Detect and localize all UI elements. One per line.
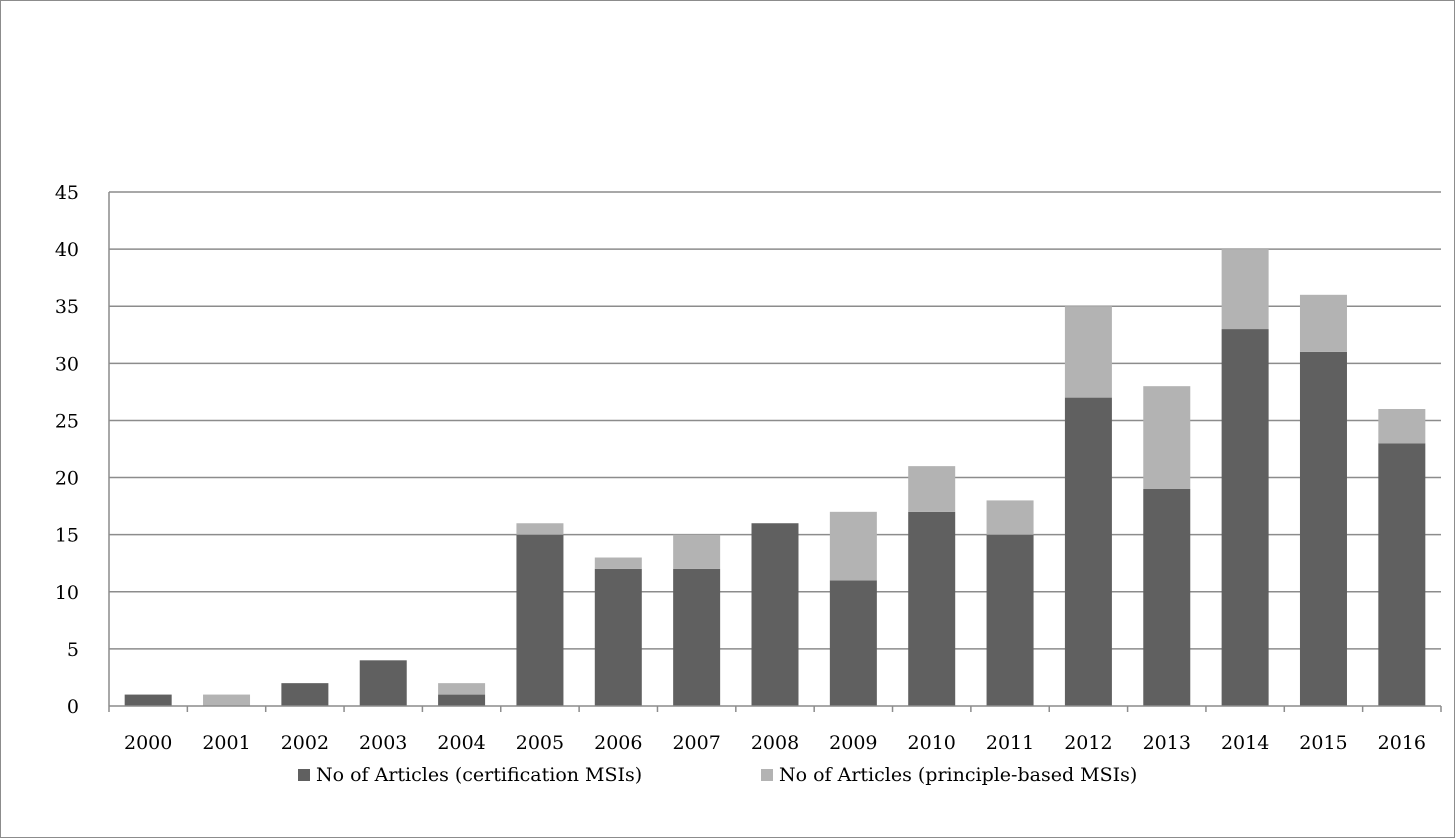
y-tick-label-45: 45 <box>55 182 79 204</box>
y-tick-label-0: 0 <box>67 696 79 718</box>
bars <box>124 249 1426 706</box>
bar-2008-series-1 <box>751 523 799 706</box>
bar-2013-series-2 <box>1143 386 1191 489</box>
x-tick-label-2007: 2007 <box>672 732 720 754</box>
x-tick-label-2012: 2012 <box>1064 732 1112 754</box>
legend-label-2: No of Articles (principle-based MSIs) <box>779 764 1137 786</box>
y-tick-label-30: 30 <box>55 353 79 375</box>
y-tick-label-5: 5 <box>67 639 79 661</box>
bar-2005-series-1 <box>516 534 564 706</box>
bar-2004-series-1 <box>438 694 486 706</box>
legend-swatch-1 <box>298 769 310 781</box>
x-tick-labels: 2000 2001 2002 2003 2004 2005 2006 2007 2008 2009… <box>124 732 1426 754</box>
bar-2014-series-2 <box>1221 249 1269 330</box>
bar-2013-series-1 <box>1143 488 1191 706</box>
bar-2016-series-2 <box>1378 409 1426 444</box>
bar-2007-series-2 <box>673 534 721 569</box>
bar-2009-series-2 <box>829 511 877 581</box>
bar-2015-series-2 <box>1299 294 1347 352</box>
bar-2010-series-1 <box>908 511 956 706</box>
bar-2002-series-1 <box>281 683 329 706</box>
x-tick-label-2013: 2013 <box>1143 732 1191 754</box>
bar-2011-series-1 <box>986 534 1034 706</box>
x-tick-label-2011: 2011 <box>986 732 1034 754</box>
y-tick-label-10: 10 <box>55 582 79 604</box>
x-tick-label-2008: 2008 <box>751 732 799 754</box>
bar-2007-series-1 <box>673 568 721 706</box>
legend: No of Articles (certification MSIs) No of… <box>298 764 1137 786</box>
x-tick-label-2015: 2015 <box>1299 732 1347 754</box>
legend-label-1: No of Articles (certification MSIs) <box>316 764 642 786</box>
bar-2000-series-1 <box>124 694 172 706</box>
bar-2003-series-1 <box>359 660 407 706</box>
x-tick-label-2001: 2001 <box>202 732 250 754</box>
x-tick-label-2003: 2003 <box>359 732 407 754</box>
x-tick-label-2006: 2006 <box>594 732 642 754</box>
y-tick-label-20: 20 <box>55 468 79 490</box>
bar-2016-series-1 <box>1378 443 1426 706</box>
x-tick-label-2002: 2002 <box>281 732 329 754</box>
gridlines <box>109 191 1441 650</box>
x-tick-label-2016: 2016 <box>1378 732 1426 754</box>
y-tick-label-25: 25 <box>55 410 79 432</box>
bar-2006-series-1 <box>594 568 642 706</box>
bar-2009-series-1 <box>829 580 877 706</box>
legend-item-1: No of Articles (certification MSIs) <box>298 764 642 786</box>
x-tick-label-2009: 2009 <box>829 732 877 754</box>
y-tick-label-40: 40 <box>55 239 79 261</box>
legend-item-2: No of Articles (principle-based MSIs) <box>761 764 1137 786</box>
bar-2012-series-1 <box>1064 397 1112 706</box>
bar-2005-series-2 <box>516 523 564 535</box>
x-tick-label-2005: 2005 <box>516 732 564 754</box>
legend-swatch-2 <box>761 769 773 781</box>
bar-2015-series-1 <box>1299 351 1347 706</box>
y-tick-labels: 0 5 10 15 20 25 30 35 40 45 <box>55 182 79 718</box>
bar-2012-series-2 <box>1064 306 1112 398</box>
bar-2010-series-2 <box>908 466 956 512</box>
bar-2001-series-2 <box>203 694 251 706</box>
axes <box>108 192 1442 712</box>
y-tick-label-15: 15 <box>55 525 79 547</box>
x-tick-label-2010: 2010 <box>908 732 956 754</box>
x-tick-label-2000: 2000 <box>124 732 172 754</box>
bar-2014-series-1 <box>1221 329 1269 706</box>
bar-2006-series-2 <box>594 557 642 569</box>
y-tick-label-35: 35 <box>55 296 79 318</box>
x-tick-label-2014: 2014 <box>1221 732 1269 754</box>
bar-2011-series-2 <box>986 500 1034 535</box>
bar-2004-series-2 <box>438 683 486 695</box>
x-tick-label-2004: 2004 <box>437 732 485 754</box>
